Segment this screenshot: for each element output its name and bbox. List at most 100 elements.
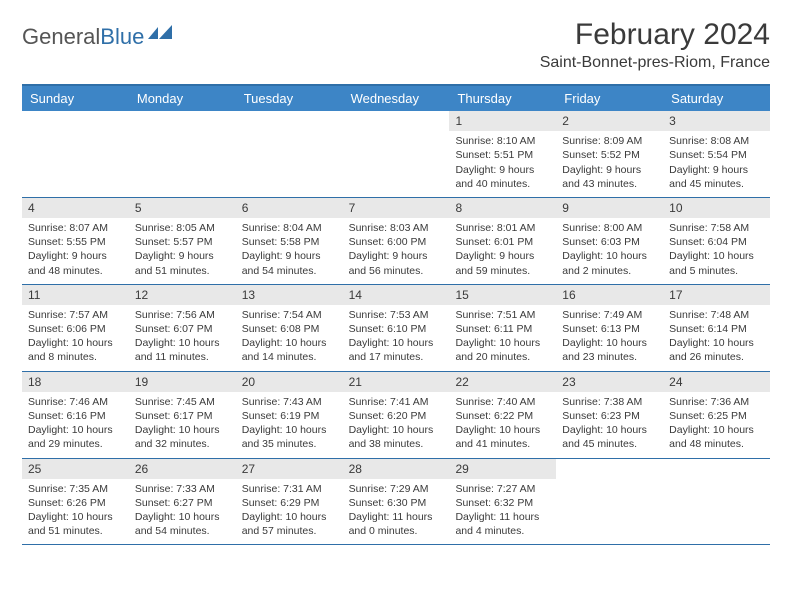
daylight-text: Daylight: 9 hours and 40 minutes. — [455, 163, 550, 191]
day-number: 1 — [449, 111, 556, 131]
day-number: 16 — [556, 285, 663, 305]
sunset-text: Sunset: 6:19 PM — [242, 409, 337, 423]
day-number: 10 — [663, 198, 770, 218]
day-cell — [663, 459, 770, 545]
day-cell: 7Sunrise: 8:03 AMSunset: 6:00 PMDaylight… — [343, 198, 450, 284]
sunrise-text: Sunrise: 7:31 AM — [242, 482, 337, 496]
day-number: 11 — [22, 285, 129, 305]
daylight-text: Daylight: 10 hours and 14 minutes. — [242, 336, 337, 364]
daylight-text: Daylight: 10 hours and 48 minutes. — [669, 423, 764, 451]
daylight-text: Daylight: 10 hours and 2 minutes. — [562, 249, 657, 277]
sunrise-text: Sunrise: 7:48 AM — [669, 308, 764, 322]
sunset-text: Sunset: 6:26 PM — [28, 496, 123, 510]
day-cell: 9Sunrise: 8:00 AMSunset: 6:03 PMDaylight… — [556, 198, 663, 284]
sunset-text: Sunset: 6:22 PM — [455, 409, 550, 423]
day-cell: 25Sunrise: 7:35 AMSunset: 6:26 PMDayligh… — [22, 459, 129, 545]
daylight-text: Daylight: 9 hours and 48 minutes. — [28, 249, 123, 277]
day-number: 27 — [236, 459, 343, 479]
day-header: Saturday — [663, 86, 770, 111]
daylight-text: Daylight: 9 hours and 59 minutes. — [455, 249, 550, 277]
daylight-text: Daylight: 11 hours and 0 minutes. — [349, 510, 444, 538]
daylight-text: Daylight: 9 hours and 43 minutes. — [562, 163, 657, 191]
day-number: 18 — [22, 372, 129, 392]
daylight-text: Daylight: 9 hours and 45 minutes. — [669, 163, 764, 191]
day-cell: 12Sunrise: 7:56 AMSunset: 6:07 PMDayligh… — [129, 285, 236, 371]
week-row: 25Sunrise: 7:35 AMSunset: 6:26 PMDayligh… — [22, 459, 770, 546]
sunrise-text: Sunrise: 7:53 AM — [349, 308, 444, 322]
day-number: 3 — [663, 111, 770, 131]
day-cell: 6Sunrise: 8:04 AMSunset: 5:58 PMDaylight… — [236, 198, 343, 284]
sunset-text: Sunset: 6:32 PM — [455, 496, 550, 510]
day-number: 22 — [449, 372, 556, 392]
sunrise-text: Sunrise: 7:43 AM — [242, 395, 337, 409]
day-cell: 24Sunrise: 7:36 AMSunset: 6:25 PMDayligh… — [663, 372, 770, 458]
daylight-text: Daylight: 10 hours and 11 minutes. — [135, 336, 230, 364]
page-header: GeneralBlue February 2024 Saint-Bonnet-p… — [22, 18, 770, 72]
daylight-text: Daylight: 10 hours and 45 minutes. — [562, 423, 657, 451]
sunset-text: Sunset: 6:27 PM — [135, 496, 230, 510]
day-cell: 20 Sunrise: 7:43 AMSunset: 6:19 PMDayligh… — [236, 372, 343, 458]
daylight-text: Daylight: 10 hours and 17 minutes. — [349, 336, 444, 364]
logo-word1: General — [22, 24, 100, 50]
day-cell: 18Sunrise: 7:46 AMSunset: 6:16 PMDayligh… — [22, 372, 129, 458]
day-header-row: SundayMondayTuesdayWednesdayThursdayFrid… — [22, 86, 770, 111]
daylight-text: Daylight: 10 hours and 38 minutes. — [349, 423, 444, 451]
day-number: 26 — [129, 459, 236, 479]
week-row: 4Sunrise: 8:07 AMSunset: 5:55 PMDaylight… — [22, 198, 770, 285]
sunset-text: Sunset: 6:03 PM — [562, 235, 657, 249]
day-number: 17 — [663, 285, 770, 305]
sunrise-text: Sunrise: 7:46 AM — [28, 395, 123, 409]
day-cell: 5Sunrise: 8:05 AMSunset: 5:57 PMDaylight… — [129, 198, 236, 284]
week-row: 11Sunrise: 7:57 AMSunset: 6:06 PMDayligh… — [22, 285, 770, 372]
day-number: 4 — [22, 198, 129, 218]
day-number: 12 — [129, 285, 236, 305]
day-cell: 10Sunrise: 7:58 AMSunset: 6:04 PMDayligh… — [663, 198, 770, 284]
sunrise-text: Sunrise: 8:10 AM — [455, 134, 550, 148]
day-header: Sunday — [22, 86, 129, 111]
sunrise-text: Sunrise: 7:51 AM — [455, 308, 550, 322]
day-header: Wednesday — [343, 86, 450, 111]
sunset-text: Sunset: 6:20 PM — [349, 409, 444, 423]
sunset-text: Sunset: 6:29 PM — [242, 496, 337, 510]
day-cell: 15Sunrise: 7:51 AMSunset: 6:11 PMDayligh… — [449, 285, 556, 371]
sunset-text: Sunset: 5:54 PM — [669, 148, 764, 162]
sunrise-text: Sunrise: 7:27 AM — [455, 482, 550, 496]
sunset-text: Sunset: 5:55 PM — [28, 235, 123, 249]
day-cell: 27 Sunrise: 7:31 AMSunset: 6:29 PMDayligh… — [236, 459, 343, 545]
daylight-text: Daylight: 10 hours and 32 minutes. — [135, 423, 230, 451]
day-number: 25 — [22, 459, 129, 479]
day-cell: 1 Sunrise: 8:10 AMSunset: 5:51 PMDaylight… — [449, 111, 556, 197]
sunrise-text: Sunrise: 8:04 AM — [242, 221, 337, 235]
sunset-text: Sunset: 6:11 PM — [455, 322, 550, 336]
title-block: February 2024 Saint-Bonnet-pres-Riom, Fr… — [540, 18, 770, 72]
daylight-text: Daylight: 10 hours and 20 minutes. — [455, 336, 550, 364]
day-header: Monday — [129, 86, 236, 111]
sunset-text: Sunset: 6:17 PM — [135, 409, 230, 423]
sunset-text: Sunset: 6:08 PM — [242, 322, 337, 336]
daylight-text: Daylight: 10 hours and 35 minutes. — [242, 423, 337, 451]
calendar: SundayMondayTuesdayWednesdayThursdayFrid… — [22, 84, 770, 545]
sunrise-text: Sunrise: 7:38 AM — [562, 395, 657, 409]
sunrise-text: Sunrise: 7:49 AM — [562, 308, 657, 322]
day-number: 23 — [556, 372, 663, 392]
sunset-text: Sunset: 5:51 PM — [455, 148, 550, 162]
daylight-text: Daylight: 10 hours and 57 minutes. — [242, 510, 337, 538]
day-cell — [236, 111, 343, 197]
sunrise-text: Sunrise: 8:00 AM — [562, 221, 657, 235]
day-cell: 19Sunrise: 7:45 AMSunset: 6:17 PMDayligh… — [129, 372, 236, 458]
day-number: 29 — [449, 459, 556, 479]
day-cell: 23Sunrise: 7:38 AMSunset: 6:23 PMDayligh… — [556, 372, 663, 458]
daylight-text: Daylight: 10 hours and 8 minutes. — [28, 336, 123, 364]
day-number: 20 — [236, 372, 343, 392]
week-row: 1Sunrise: 8:10 AMSunset: 5:51 PMDaylight… — [22, 111, 770, 198]
week-row: 18Sunrise: 7:46 AMSunset: 6:16 PMDayligh… — [22, 372, 770, 459]
sunset-text: Sunset: 6:00 PM — [349, 235, 444, 249]
logo: GeneralBlue — [22, 18, 174, 50]
day-number: 8 — [449, 198, 556, 218]
day-number: 24 — [663, 372, 770, 392]
day-header: Thursday — [449, 86, 556, 111]
sunrise-text: Sunrise: 7:33 AM — [135, 482, 230, 496]
day-cell: 14Sunrise: 7:53 AMSunset: 6:10 PMDayligh… — [343, 285, 450, 371]
day-cell: 28Sunrise: 7:29 AMSunset: 6:30 PMDayligh… — [343, 459, 450, 545]
day-header: Friday — [556, 86, 663, 111]
